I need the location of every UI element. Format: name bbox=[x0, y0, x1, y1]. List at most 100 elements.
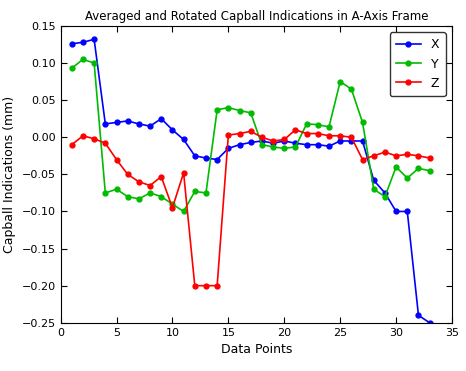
Y bbox=[404, 176, 410, 180]
Line: Z: Z bbox=[69, 127, 432, 288]
Z bbox=[237, 131, 242, 136]
Y bbox=[270, 145, 276, 149]
Y bbox=[125, 194, 130, 199]
Y bbox=[416, 166, 421, 171]
X bbox=[203, 156, 209, 160]
X bbox=[259, 139, 265, 143]
Z bbox=[360, 157, 365, 162]
X bbox=[427, 321, 432, 325]
Legend: X, Y, Z: X, Y, Z bbox=[390, 32, 446, 96]
Y bbox=[203, 191, 209, 195]
X bbox=[360, 139, 365, 143]
Y bbox=[214, 108, 220, 112]
X bbox=[382, 191, 388, 195]
Y bbox=[281, 146, 287, 151]
X bbox=[136, 122, 142, 126]
Z bbox=[203, 283, 209, 288]
Y bbox=[382, 194, 388, 199]
Z bbox=[181, 171, 186, 175]
Y bbox=[192, 189, 198, 194]
Z bbox=[382, 150, 388, 154]
Z bbox=[349, 135, 354, 139]
X bbox=[181, 137, 186, 142]
X bbox=[371, 178, 377, 183]
Y bbox=[337, 79, 343, 84]
X bbox=[103, 122, 108, 126]
Y bbox=[91, 61, 97, 65]
Z bbox=[393, 154, 399, 158]
Y bbox=[170, 202, 175, 206]
Z bbox=[114, 157, 119, 162]
Z bbox=[226, 133, 231, 137]
Z bbox=[270, 139, 276, 143]
X-axis label: Data Points: Data Points bbox=[220, 343, 292, 356]
Y bbox=[80, 57, 86, 62]
Y bbox=[360, 120, 365, 125]
Z bbox=[315, 131, 321, 136]
X bbox=[226, 146, 231, 151]
Y bbox=[371, 187, 377, 191]
Z bbox=[248, 129, 254, 134]
Y bbox=[69, 66, 75, 70]
X bbox=[91, 37, 97, 42]
Y bbox=[293, 145, 298, 149]
Y bbox=[349, 87, 354, 91]
X bbox=[293, 141, 298, 145]
Z bbox=[281, 137, 287, 142]
X bbox=[393, 209, 399, 214]
X bbox=[158, 116, 164, 121]
Z bbox=[337, 134, 343, 138]
X bbox=[170, 128, 175, 132]
Y-axis label: Capball Indications (mm): Capball Indications (mm) bbox=[3, 96, 16, 253]
Y bbox=[103, 191, 108, 195]
X bbox=[270, 141, 276, 145]
Z bbox=[158, 174, 164, 179]
Z bbox=[416, 154, 421, 158]
Z bbox=[259, 135, 265, 139]
Z bbox=[125, 172, 130, 177]
Z bbox=[91, 137, 97, 141]
Y bbox=[114, 187, 119, 191]
Z bbox=[293, 128, 298, 132]
Z bbox=[136, 180, 142, 184]
Z bbox=[80, 134, 86, 138]
X bbox=[214, 157, 220, 162]
X bbox=[125, 119, 130, 123]
Y bbox=[147, 191, 153, 195]
X bbox=[237, 142, 242, 147]
Z bbox=[304, 131, 309, 136]
X bbox=[192, 154, 198, 158]
Y bbox=[136, 197, 142, 201]
Z bbox=[371, 154, 377, 158]
Y bbox=[226, 105, 231, 110]
Z bbox=[427, 156, 432, 160]
X bbox=[281, 139, 287, 143]
Y bbox=[304, 122, 309, 126]
X bbox=[349, 139, 354, 143]
X bbox=[147, 124, 153, 128]
X bbox=[315, 142, 321, 147]
Title: Averaged and Rotated Capball Indications in A-Axis Frame: Averaged and Rotated Capball Indications… bbox=[84, 10, 428, 23]
Z bbox=[404, 152, 410, 157]
Z bbox=[103, 141, 108, 145]
Y bbox=[259, 142, 265, 147]
Z bbox=[214, 283, 220, 288]
X bbox=[337, 139, 343, 143]
Line: X: X bbox=[69, 37, 432, 325]
Y bbox=[237, 108, 242, 113]
Z bbox=[147, 183, 153, 188]
Z bbox=[170, 206, 175, 210]
Y bbox=[326, 125, 332, 129]
X bbox=[69, 42, 75, 46]
Z bbox=[326, 134, 332, 138]
Y bbox=[427, 168, 432, 173]
Line: Y: Y bbox=[69, 57, 432, 214]
X bbox=[304, 142, 309, 147]
Y bbox=[315, 122, 321, 127]
Y bbox=[248, 111, 254, 115]
Y bbox=[393, 165, 399, 169]
Z bbox=[69, 142, 75, 147]
Z bbox=[192, 283, 198, 288]
X bbox=[416, 313, 421, 318]
Y bbox=[158, 194, 164, 199]
